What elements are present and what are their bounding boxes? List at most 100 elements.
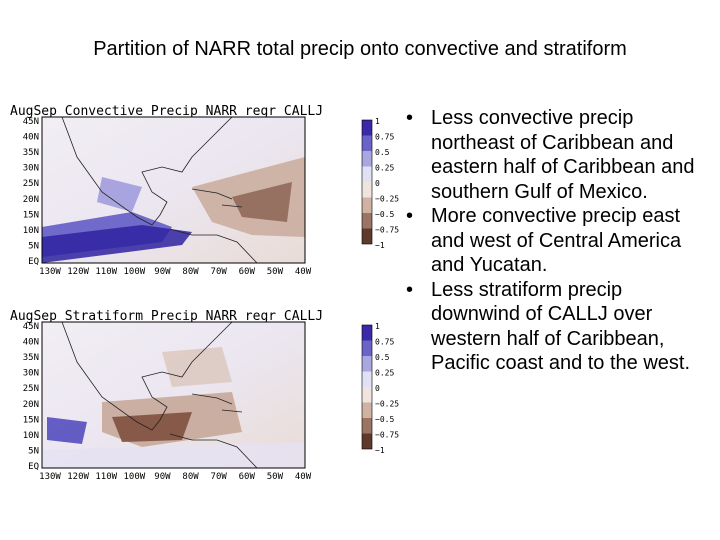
map-panel: AugSep Stratiform Precip NARR regr CALLJ… [10,309,399,482]
longitude-label: 50W [267,472,284,482]
latitude-label: 40N [23,338,39,348]
colorbar-segment [362,120,372,136]
coastline [61,321,233,431]
coastline [169,433,258,469]
longitude-label: 120W [67,267,89,277]
latitude-label: 45N [23,117,39,127]
colorbar-segment [362,228,372,244]
coastline [169,228,258,264]
latitude-label: 20N [23,195,39,205]
longitude-label: 80W [182,472,199,482]
colorbar-segment [362,356,372,372]
anomaly-patch [232,182,292,222]
bullet-item: Less convective precip northeast of Cari… [400,106,700,204]
colorbar-segment [362,197,372,213]
latitude-label: 15N [23,415,39,425]
latitude-label: 40N [23,133,39,143]
colorbar-label: −1 [375,241,385,250]
longitude-label: 70W [211,267,228,277]
colorbar-segment [362,371,372,387]
latitude-label: 5N [28,446,39,456]
colorbar-segment [362,213,372,229]
latitude-label: 30N [23,369,39,379]
map-panels: AugSep Convective Precip NARR regr CALLJ… [10,104,399,482]
colorbar-segment [362,387,372,403]
longitude-label: 130W [39,267,61,277]
colorbar-label: −0.25 [375,195,399,204]
latitude-label: 15N [23,210,39,220]
colorbar-segment [362,325,372,341]
colorbar-label: 1 [375,117,380,126]
latitude-label: 20N [23,400,39,410]
colorbar-label: −0.75 [375,226,399,235]
longitude-label: 40W [295,267,312,277]
longitude-label: 110W [95,472,117,482]
longitude-label: 100W [123,472,145,482]
colorbar-label: 0 [375,384,380,393]
anomaly-patch [112,412,192,442]
colorbar-label: 0.25 [375,164,394,173]
longitude-label: 90W [154,472,171,482]
colorbar-label: 0.75 [375,133,394,142]
colorbar-segment [362,433,372,449]
colorbar-segment [362,182,372,198]
longitude-label: 40W [295,472,312,482]
coastline [61,116,233,226]
longitude-label: 90W [154,267,171,277]
bullet-item: More convective precip east and west of … [400,204,700,278]
anomaly-patch [42,442,305,468]
latitude-label: 35N [23,148,39,158]
colorbar-label: 0.25 [375,369,394,378]
longitude-label: 110W [95,267,117,277]
latitude-label: 45N [23,322,39,332]
map-panel: AugSep Convective Precip NARR regr CALLJ… [10,104,399,277]
colorbar-label: 0.75 [375,338,394,347]
panel-title: AugSep Convective Precip NARR regr CALLJ [10,104,323,119]
colorbar-label: 1 [375,322,380,331]
colorbar-label: −0.5 [375,415,394,424]
longitude-label: 70W [211,472,228,482]
anomaly-patch [97,177,142,212]
latitude-label: 10N [23,431,39,441]
longitude-label: 120W [67,472,89,482]
longitude-label: 100W [123,267,145,277]
bullet-item: Less stratiform precip downwind of CALLJ… [400,278,700,376]
longitude-label: 50W [267,267,284,277]
anomaly-patch [162,347,232,387]
longitude-label: 80W [182,267,199,277]
colorbar-frame [361,119,373,245]
slide-title: Partition of NARR total precip onto conv… [93,38,627,60]
colorbar-label: −0.75 [375,431,399,440]
colorbar-label: −1 [375,446,385,455]
colorbar-label: −0.5 [375,210,394,219]
colorbar-label: 0.5 [375,353,390,362]
latitude-label: EQ [28,462,39,472]
latitude-label: EQ [28,257,39,267]
colorbar-label: 0.5 [375,148,390,157]
map-frame [41,321,306,469]
longitude-label: 60W [239,472,256,482]
colorbar-segment [362,135,372,151]
colorbar-segment [362,166,372,182]
latitude-label: 25N [23,179,39,189]
colorbar-frame [361,324,373,450]
latitude-label: 35N [23,353,39,363]
colorbar-segment [362,402,372,418]
longitude-label: 130W [39,472,61,482]
latitude-label: 30N [23,164,39,174]
colorbar-label: 0 [375,179,380,188]
coastline [191,393,243,413]
anomaly-patch [42,225,192,263]
latitude-label: 25N [23,384,39,394]
map-frame [41,116,306,264]
latitude-label: 5N [28,241,39,251]
colorbar-segment [362,151,372,167]
longitude-label: 60W [239,267,256,277]
latitude-label: 10N [23,226,39,236]
colorbar-segment [362,418,372,434]
colorbar-label: −0.25 [375,400,399,409]
coastline [191,188,243,208]
anomaly-patch [47,417,87,444]
colorbar-segment [362,340,372,356]
